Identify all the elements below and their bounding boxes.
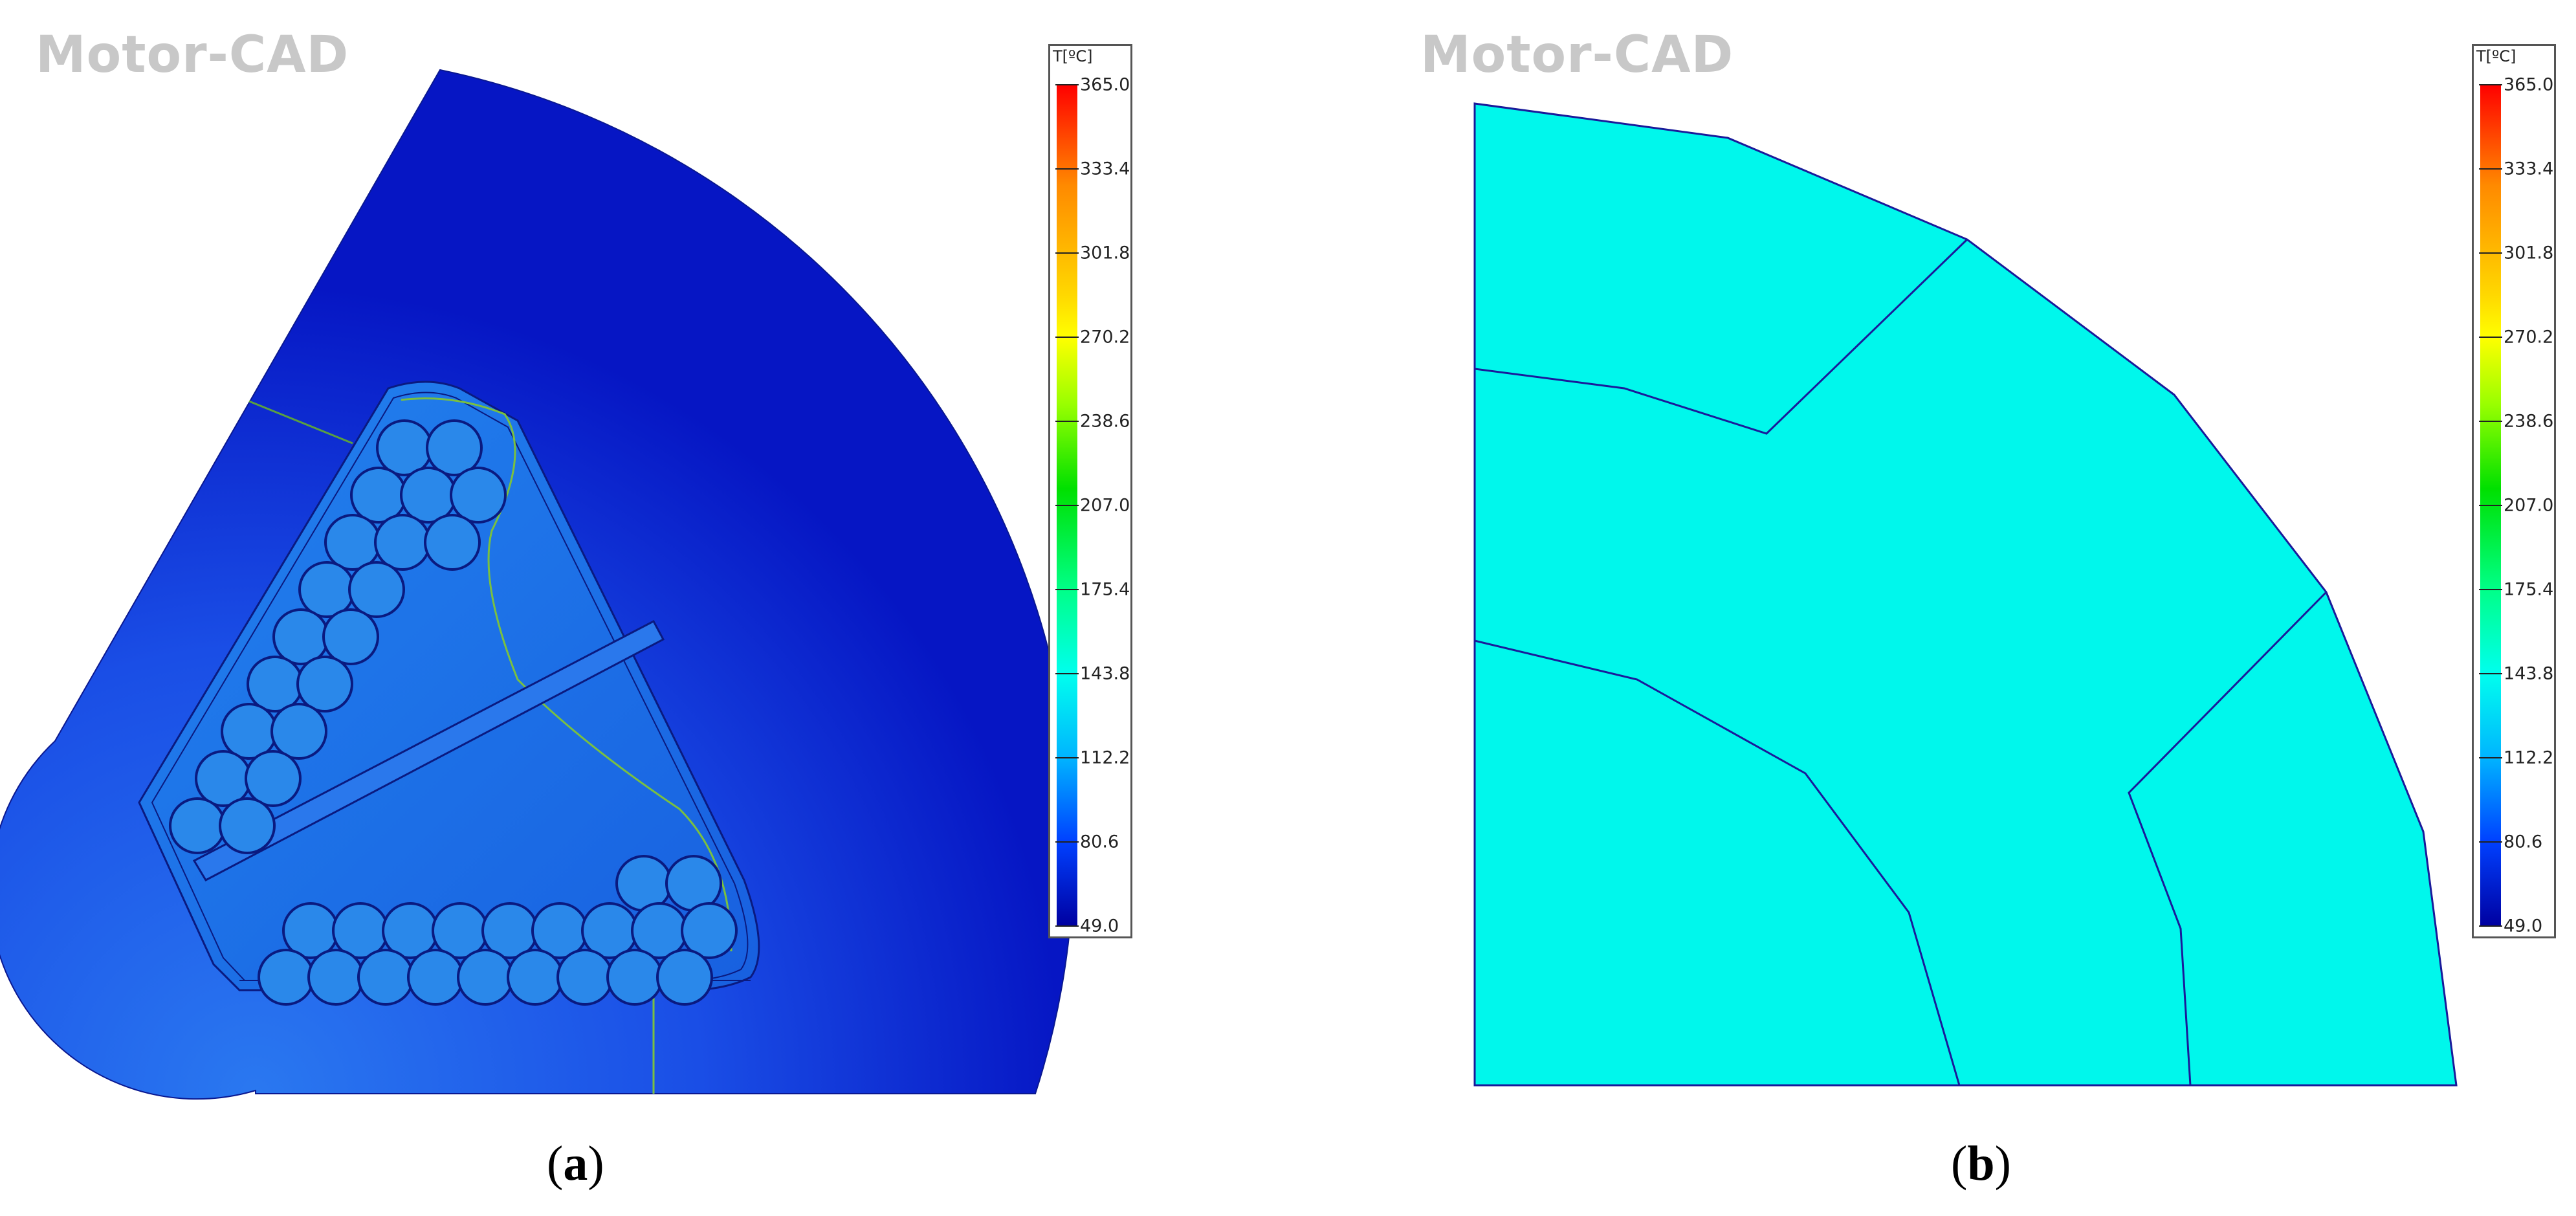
winding-temperature-map xyxy=(1473,102,2458,1087)
conductor-strand xyxy=(426,419,483,476)
legend-tick xyxy=(2479,337,2502,338)
legend-tick xyxy=(1055,925,1079,927)
conductor-strand xyxy=(348,561,405,618)
temperature-legend: T[ºC] 365.0 333.4 301.8 270.2 238.6 207.0 175.… xyxy=(1048,44,1132,938)
legend-tick xyxy=(2479,673,2502,674)
legend-tick-label: 143.8 xyxy=(1080,663,1130,684)
legend-tick-label: 333.4 xyxy=(2504,159,2554,179)
legend-tick-label: 365.0 xyxy=(1080,74,1130,95)
temperature-legend: T[ºC] 365.0 333.4 301.8 270.2 238.6 207.0 175.… xyxy=(2472,44,2556,938)
conductor-strand xyxy=(221,703,278,760)
tooth-edge-left xyxy=(248,400,353,445)
legend-tick-label: 270.2 xyxy=(1080,327,1130,348)
legend-tick-label: 80.6 xyxy=(2504,832,2543,852)
conductor-strand xyxy=(374,514,431,571)
legend-tick xyxy=(1055,168,1079,170)
legend-tick-label: 238.6 xyxy=(2504,411,2554,432)
conductor-strand xyxy=(681,902,738,959)
panel-b: Motor-CAD T[ºC] 365.0 333.4 301.8 270.2 238.… xyxy=(1288,0,2576,1216)
legend-tick xyxy=(1055,252,1079,254)
legend-tick xyxy=(1055,421,1079,422)
legend-tick xyxy=(2479,841,2502,843)
legend-tick xyxy=(2479,505,2502,506)
conductor-strand xyxy=(307,949,364,1006)
legend-tick xyxy=(1055,505,1079,506)
conductor-strand xyxy=(357,949,414,1006)
legend-tick-label: 238.6 xyxy=(1080,411,1130,432)
legend-tick xyxy=(2479,252,2502,254)
conductor-strand xyxy=(507,949,564,1006)
conductor-strand xyxy=(258,949,314,1006)
legend-tick-label: 80.6 xyxy=(1080,832,1119,852)
conductor-strand xyxy=(195,750,252,807)
legend-tick-label: 207.0 xyxy=(1080,495,1130,516)
conductor-strand xyxy=(400,467,457,524)
legend-tick-label: 175.4 xyxy=(1080,579,1130,600)
legend-tick xyxy=(1055,841,1079,843)
legend-tick xyxy=(1055,84,1079,85)
inner-boundary-2 xyxy=(1474,639,1961,1086)
conductor-strand xyxy=(245,750,302,807)
legend-tick xyxy=(2479,168,2502,170)
slot-outline xyxy=(138,381,760,991)
conductor-strand xyxy=(296,656,353,713)
legend-tick-label: 365.0 xyxy=(2504,74,2554,95)
legend-tick xyxy=(2479,421,2502,422)
phase-separator xyxy=(192,619,665,881)
legend-tick-label: 49.0 xyxy=(1080,916,1119,936)
conductor-strand xyxy=(457,949,514,1006)
conductor-strand xyxy=(322,608,379,665)
subfigure-label: (a) xyxy=(547,1136,604,1191)
legend-tick xyxy=(2479,589,2502,590)
conductor-strand xyxy=(272,608,329,665)
legend-title: T[ºC] xyxy=(2476,47,2516,65)
conductor-strand xyxy=(270,703,327,760)
legend-title: T[ºC] xyxy=(1053,47,1093,65)
conductor-strand xyxy=(298,561,355,618)
conductor-strand xyxy=(350,467,407,524)
legend-tick-label: 301.8 xyxy=(1080,243,1130,263)
conductor-strand xyxy=(219,797,276,854)
legend-tick xyxy=(2479,925,2502,927)
legend-tick-label: 301.8 xyxy=(2504,243,2554,263)
legend-tick-label: 175.4 xyxy=(2504,579,2554,600)
conductor-strand xyxy=(324,514,381,571)
legend-tick-label: 112.2 xyxy=(2504,747,2554,768)
inner-boundary-3 xyxy=(2128,591,2328,1086)
legend-tick xyxy=(2479,84,2502,85)
subfigure-label: (b) xyxy=(1951,1136,2011,1191)
legend-tick-label: 112.2 xyxy=(1080,747,1130,768)
legend-tick-label: 49.0 xyxy=(2504,916,2543,936)
legend-tick xyxy=(1055,757,1079,758)
legend-tick xyxy=(1055,337,1079,338)
isotherm-line xyxy=(401,397,732,1094)
conductor-strand xyxy=(450,467,507,524)
legend-tick-label: 143.8 xyxy=(2504,663,2554,684)
conductor-strand xyxy=(376,419,433,476)
conductor-group xyxy=(169,419,738,1006)
legend-tick-label: 333.4 xyxy=(1080,159,1130,179)
legend-tick xyxy=(2479,757,2502,758)
conductor-strand xyxy=(424,514,481,571)
conductor-strand xyxy=(656,949,713,1006)
panel-a: Motor-CAD T[ºC] 365.0 333.4 301.8 270.2 238.… xyxy=(0,26,1132,1191)
conductor-strand xyxy=(407,949,464,1006)
legend-tick-label: 207.0 xyxy=(2504,495,2554,516)
inner-boundary-1 xyxy=(1474,238,1968,435)
watermark: Motor-CAD xyxy=(1420,26,1734,84)
watermark: Motor-CAD xyxy=(36,26,349,84)
conductor-strand xyxy=(606,949,663,1006)
conductor-strand xyxy=(247,656,303,713)
conductor-strand xyxy=(556,949,613,1006)
conductor-strand xyxy=(169,797,226,854)
legend-tick xyxy=(1055,673,1079,674)
legend-tick-label: 270.2 xyxy=(2504,327,2554,348)
winding-outline xyxy=(1473,102,2458,1087)
legend-tick xyxy=(1055,589,1079,590)
stator-slot-temperature-map xyxy=(0,69,1075,1100)
